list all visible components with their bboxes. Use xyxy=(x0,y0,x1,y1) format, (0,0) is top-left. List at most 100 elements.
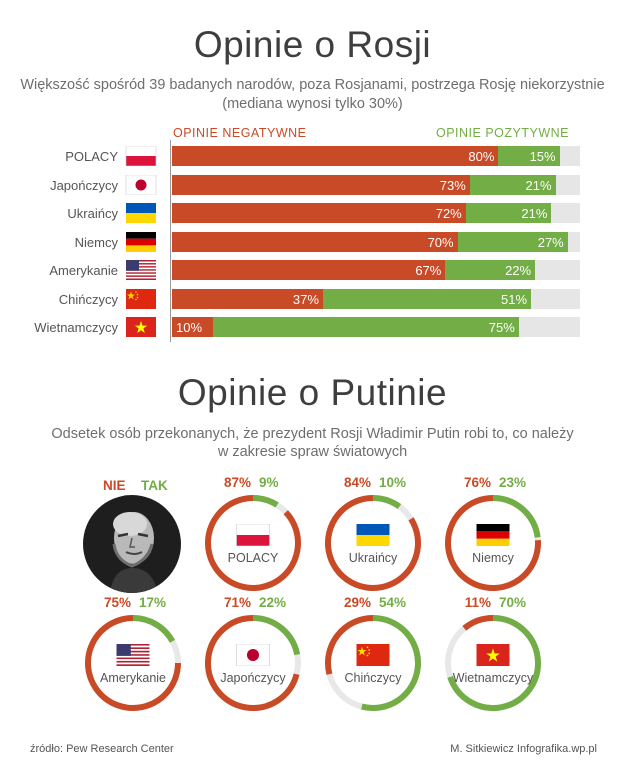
ring-category-label: Japończycy xyxy=(220,671,286,685)
ring-arc-no xyxy=(445,495,541,591)
china-flag-icon xyxy=(356,644,390,666)
ring-flag xyxy=(356,524,390,551)
ring-arc-yes xyxy=(492,495,541,538)
ring-arc-no xyxy=(462,615,494,631)
usa-flag-icon xyxy=(126,260,156,280)
bar-positive xyxy=(445,260,536,280)
ring-flag xyxy=(116,644,150,671)
bar-negative xyxy=(172,203,466,223)
ring-yes-value-label: 17% xyxy=(139,595,167,610)
bar-negative xyxy=(172,288,323,309)
ring-svg xyxy=(85,615,181,711)
bar-flag xyxy=(124,231,158,257)
ring-no-value-label: 29% xyxy=(343,595,371,610)
bar-flag xyxy=(124,145,158,171)
ring-chart: 71% 22% Japończycy xyxy=(193,595,313,715)
ring-flag xyxy=(356,644,390,671)
bar-category-label: Niemcy xyxy=(74,234,118,250)
ring-flag xyxy=(236,523,270,551)
bar-category-label: Chińczycy xyxy=(58,291,118,307)
bar-positive-value-label: 27% xyxy=(537,234,564,250)
germany-flag-icon xyxy=(126,231,156,252)
ring-svg xyxy=(445,495,541,591)
ring-flag xyxy=(476,644,510,671)
ring-flag xyxy=(236,643,270,671)
ring-chart: 75% 17% Amerykanie xyxy=(73,595,193,715)
bar-positive xyxy=(322,288,532,309)
ring-yes-value-label: 54% xyxy=(379,595,407,610)
ring-svg xyxy=(204,495,301,591)
ring-arc-no xyxy=(204,495,301,591)
bar-category-label: Japończycy xyxy=(50,177,118,193)
ring-no-value-label: 87% xyxy=(223,475,251,490)
ring-arc-yes xyxy=(372,495,402,510)
vietnam-flag-icon xyxy=(476,644,510,666)
ring-yes-value-label: 70% xyxy=(499,595,527,610)
bar-flag xyxy=(124,288,158,314)
footer-author: M. Sitkiewicz Infografika.wp.pl xyxy=(450,743,597,755)
bar-flag xyxy=(124,317,158,342)
ring-yes-value-label: 22% xyxy=(259,595,287,610)
poland-flag-icon xyxy=(236,523,270,547)
bar-category-label: Ukraińcy xyxy=(67,206,118,221)
putin-portrait-icon xyxy=(83,495,181,593)
bar-negative xyxy=(172,260,446,280)
ring-yes-value-label: 10% xyxy=(379,475,407,490)
legend-no: NIE xyxy=(103,478,126,493)
usa-flag-icon xyxy=(116,644,150,666)
bar-row: Chińczycy 37% 51% xyxy=(0,288,625,309)
russia-title: Opinie o Rosji xyxy=(193,24,432,65)
bar-flag xyxy=(124,203,158,228)
ring-category-label: Wietnamczycy xyxy=(452,671,534,685)
bar-row: POLACY 80% 15% xyxy=(0,145,625,167)
ring-svg xyxy=(445,615,541,711)
vietnam-flag-icon xyxy=(126,317,156,337)
bar-positive xyxy=(465,203,552,223)
poland-flag-icon xyxy=(125,145,157,167)
bar-axis-line xyxy=(170,140,171,342)
ring-arc-no xyxy=(85,615,181,711)
bar-positive-value-label: 21% xyxy=(521,206,548,221)
ring-category-label: Ukraińcy xyxy=(348,551,398,565)
ukraine-flag-icon xyxy=(356,524,390,546)
bar-row: Niemcy 70% 27% xyxy=(0,231,625,252)
ring-arc-yes xyxy=(252,495,279,508)
bar-negative xyxy=(172,317,213,337)
ring-no-value-label: 75% xyxy=(103,595,131,610)
legend-yes: TAK xyxy=(141,478,168,493)
ring-no-value-label: 84% xyxy=(343,475,371,490)
bar-negative xyxy=(172,174,470,195)
ring-category-label: Amerykanie xyxy=(100,671,166,685)
bar-flag xyxy=(124,260,158,285)
bar-positive-value-label: 21% xyxy=(525,177,552,193)
bar-positive xyxy=(498,146,560,166)
bar-category-label: Wietnamczycy xyxy=(34,320,118,335)
ring-no-value-label: 11% xyxy=(464,595,491,610)
japan-flag-icon xyxy=(236,643,270,667)
ring-chart: 76% 23% Niemcy xyxy=(433,475,553,595)
bar-row: Ukraińcy 72% 21% xyxy=(0,203,625,223)
ring-arc-yes xyxy=(252,615,301,656)
header-negative: OPINIE NEGATYWNE xyxy=(173,126,307,140)
russia-subtitle-line1: Większość spośród 39 badanych narodów, p… xyxy=(20,77,605,93)
china-flag-icon xyxy=(126,288,156,309)
bar-negative-value-label: 80% xyxy=(468,149,495,164)
bar-negative xyxy=(172,231,458,252)
ring-yes-value-label: 23% xyxy=(499,475,527,490)
ring-svg xyxy=(325,495,421,591)
ring-category-label: Chińczycy xyxy=(344,671,402,685)
ukraine-flag-icon xyxy=(126,203,156,223)
ring-chart: 87% 9% POLACY xyxy=(193,475,313,595)
ring-flag xyxy=(476,524,510,551)
bar-positive xyxy=(469,174,556,195)
bar-positive-value-label: 51% xyxy=(501,291,528,307)
bar-positive-value-label: 15% xyxy=(529,149,556,164)
bar-row: Amerykanie 67% 22% xyxy=(0,260,625,280)
ring-no-value-label: 71% xyxy=(223,595,251,610)
bar-positive-value-label: 22% xyxy=(505,263,532,278)
bar-row: Wietnamczycy 10% 75% xyxy=(0,317,625,337)
bar-negative-value-label: 70% xyxy=(427,234,454,250)
ring-no-value-label: 76% xyxy=(463,475,491,490)
putin-subtitle-line1: Odsetek osób przekonanych, że prezydent … xyxy=(51,426,574,442)
bar-flag xyxy=(124,174,158,200)
